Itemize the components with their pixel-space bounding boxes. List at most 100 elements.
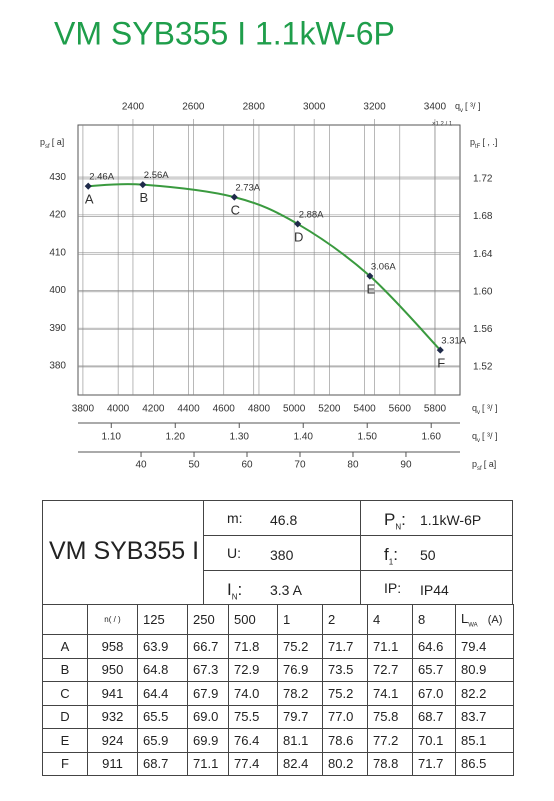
spec-label-sub: N [395,522,402,532]
point-annotation: 2.88A [299,209,324,220]
axis-note: ×1.2 / 1 [432,122,453,128]
table-cell: 958 [87,634,138,659]
axis-title: ptF[ , .] [470,137,497,149]
point-label: E [367,281,376,296]
table-cell: 72.7 [367,657,413,682]
spec-label: U: [227,545,241,561]
table-cell: A [42,634,88,659]
spec-label-sep: : [237,580,243,599]
point-label: A [85,192,94,207]
table-cell: 76.4 [228,728,278,753]
table-cell: 64.6 [412,634,456,659]
octave-table: n( / ) 125 250 500 1 2 4 8 LWA (A) A 958 63.9 66.7 71.… [42,604,514,776]
x4-tick-label: 50 [188,460,200,471]
spec-label-sep: : [401,510,406,529]
y-tick-label: 420 [49,210,66,221]
x-tick-label: 5200 [318,404,341,415]
x-tick-label: 5600 [389,404,412,415]
x-tick-label: 4800 [248,404,271,415]
axis-symbol: p [470,137,475,147]
spec-label-sub: N [231,592,238,602]
table-cell: 79.4 [455,634,514,659]
x2-tick-label: 3400 [424,102,447,113]
table-cell: 69.9 [187,728,229,753]
table-cell: 75.2 [322,681,368,706]
table-cell: 74.0 [228,681,278,706]
table-row: D 932 65.5 69.0 75.5 79.7 77.0 75.8 68.7 83.7 [42,704,514,729]
vline [360,501,361,605]
spec-label-text: IP: [384,580,402,596]
spec-label: PN: [384,510,406,531]
y-tick-label: 390 [49,323,66,334]
x2-tick-label: 2800 [243,102,266,113]
point-annotation: 3.06A [371,262,396,273]
table-cell: 71.8 [228,634,278,659]
table-cell: 83.7 [455,704,514,729]
table-cell: 78.8 [367,751,413,776]
axis-subscript: v [460,108,463,114]
x3-tick-label: 1.20 [166,432,186,443]
axis-title: qv[ ³/ ] [472,431,498,443]
spec-label-text: m: [227,510,243,526]
y-tick-label: 410 [49,247,66,258]
table-cell: 73.5 [322,657,368,682]
table-cell: 63.9 [137,634,188,659]
x4-tick-label: 90 [400,460,412,471]
x-tick-label: 4000 [107,404,130,415]
table-cell: F [42,751,88,776]
table-row: F 911 68.7 71.1 77.4 82.4 80.2 78.8 71.7 86.5 [42,751,514,776]
x2-tick-label: 3000 [303,102,326,113]
table-cell: 71.1 [187,751,229,776]
table-row: C 941 64.4 67.9 74.0 78.2 75.2 74.1 67.0 82.2 [42,681,514,706]
table-cell: 74.1 [367,681,413,706]
axis-title: qv[ ³/ ] [455,101,481,113]
table-cell: 78.6 [322,728,368,753]
table-cell: 69.0 [187,704,229,729]
table-cell: D [42,704,88,729]
axis-title: psf[ a] [472,459,496,471]
point-label: D [294,229,303,244]
spec-value: 1.1kW-6P [420,512,482,528]
table-cell: 67.3 [187,657,229,682]
table-cell: 80.2 [322,751,368,776]
y-tick-label: 400 [49,285,66,296]
hline [203,535,513,536]
plot-frame [77,124,461,396]
x-tick-label: 5000 [283,404,306,415]
axis-unit: [ ³/ ] [465,101,481,111]
spec-label-sub: 1 [388,557,394,567]
hline [203,570,513,571]
header-cell: n( / ) [87,604,138,635]
table-cell: 924 [87,728,138,753]
table-cell: 71.7 [322,634,368,659]
table-cell: C [42,681,88,706]
axis-symbol: q [472,431,477,441]
spec-label-text: P [384,510,396,529]
axis-symbol: q [472,403,477,413]
spec-label-sep: : [393,545,398,564]
header-row: n( / ) 125 250 500 1 2 4 8 LWA (A) [42,604,514,635]
point-annotation: 2.73A [235,183,260,194]
y-tick-label: 430 [49,172,66,183]
table-cell: 941 [87,681,138,706]
table-cell: 82.4 [277,751,323,776]
x-tick-label: 4200 [142,404,165,415]
axis-subscript: sf [477,466,482,472]
table-cell: 71.7 [412,751,456,776]
point-marker [230,193,238,201]
header-cell: 2 [322,604,368,635]
spec-value: 46.8 [270,512,298,528]
header-cell: 4 [367,604,413,635]
table-cell: 76.9 [277,657,323,682]
x4-tick-label: 40 [135,460,147,471]
table-cell: 72.9 [228,657,278,682]
table-cell: 66.7 [187,634,229,659]
y2-tick-label: 1.68 [473,211,493,222]
table-cell: 70.1 [412,728,456,753]
table-cell: 68.7 [412,704,456,729]
axis-symbol: p [40,137,45,147]
axis-subscript: sf [45,144,50,150]
axis-title: qv[ ³/ ] [472,403,498,415]
